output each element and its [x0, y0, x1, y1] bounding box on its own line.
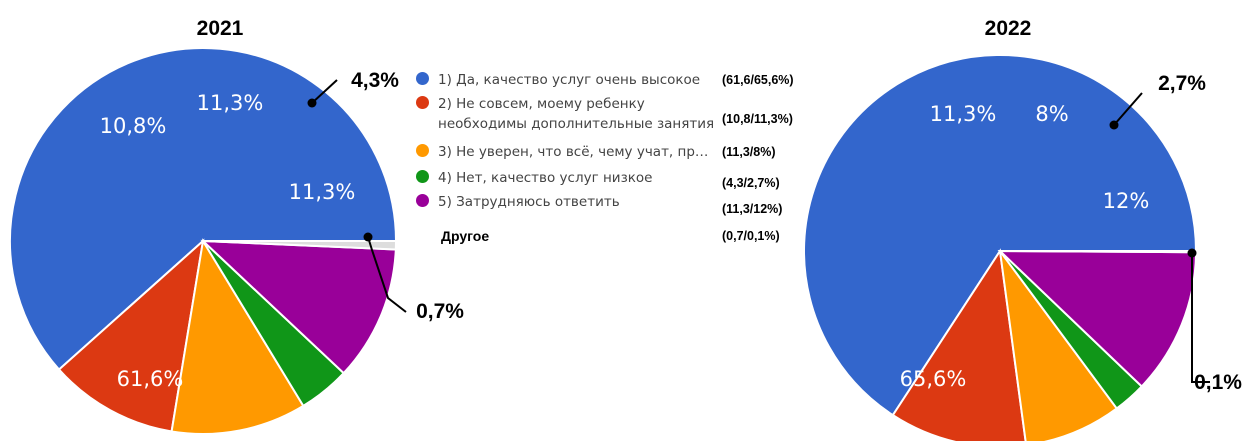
legend-value-3: (11,3/8%) — [722, 145, 776, 159]
legend-label-5: 5) Затрудняюсь ответить — [438, 194, 620, 210]
legend-value-1: (61,6/65,6%) — [722, 73, 794, 87]
legend-swatch-4 — [416, 170, 429, 183]
pie-slice-5 — [200, 239, 397, 375]
callout-label-6: 0,1% — [1194, 371, 1242, 394]
pie-slice-2 — [57, 238, 205, 433]
slice-label-5: 12% — [1103, 189, 1150, 213]
callout-line-6 — [367, 236, 407, 313]
legend-swatch-1 — [416, 72, 429, 85]
legend-value-2: (10,8/11,3%) — [722, 112, 793, 126]
slice-label-2: 11,3% — [930, 102, 997, 126]
callout-line-4 — [311, 79, 338, 104]
pie-slice-2 — [891, 248, 1027, 441]
pie-slice-3 — [999, 250, 1119, 441]
legend-label-1: 1) Да, качество услуг очень высокое — [438, 72, 701, 88]
legend-label-3: 3) Не уверен, что всё, чему учат, пр… — [438, 144, 709, 160]
callout-label-6: 0,7% — [416, 300, 464, 323]
callout-dot-6 — [1187, 248, 1197, 258]
callout-dot-4 — [1109, 120, 1119, 130]
chart-title: 2021 — [197, 17, 244, 40]
chart-title: 2022 — [985, 17, 1032, 40]
callout-label-4: 4,3% — [351, 69, 399, 92]
legend-label-6: Другое — [441, 228, 490, 244]
pie-slice-3 — [170, 238, 305, 435]
slice-label-1: 65,6% — [900, 367, 967, 391]
callout-line-4 — [1113, 92, 1143, 126]
callout-label-4: 2,7% — [1158, 72, 1206, 95]
callout-dot-6 — [363, 232, 373, 242]
legend-value-6: (0,7/0,1%) — [722, 229, 780, 243]
pie-slice-1 — [9, 47, 398, 371]
slice-label-5: 11,3% — [289, 180, 356, 204]
callout-line-6 — [1191, 253, 1210, 383]
pie-slice-6 — [202, 240, 398, 251]
legend-swatch-3 — [416, 144, 429, 157]
callout-dot-4 — [307, 98, 317, 108]
legend-swatch-5 — [416, 194, 429, 207]
legend-label-2-line2: необходимы дополнительные занятия — [438, 116, 715, 132]
pie-slice-1 — [803, 54, 1198, 417]
slice-label-3: 8% — [1035, 102, 1068, 126]
legend-value-4: (4,3/2,7%) — [722, 176, 780, 190]
slice-label-2: 10,8% — [100, 114, 167, 138]
slice-label-3: 11,3% — [197, 91, 264, 115]
legend-swatch-2 — [416, 96, 429, 109]
pie-chart-2021: 2021 61,6% 10,8% 11,3% 11,3% 4,3% 0,7% — [9, 17, 464, 435]
pie-chart-2022: 2022 65,6% 11,3% 8% 12% 2,7% 0,1% — [803, 17, 1242, 441]
slice-label-1: 61,6% — [117, 367, 184, 391]
legend-label-2: 2) Не совсем, моему ребенку — [438, 96, 645, 112]
legend-value-5: (11,3/12%) — [722, 202, 783, 216]
pie-slice-5 — [997, 249, 1198, 388]
legend-label-4: 4) Нет, качество услуг низкое — [438, 170, 653, 186]
pie-slice-6 — [999, 250, 1198, 254]
